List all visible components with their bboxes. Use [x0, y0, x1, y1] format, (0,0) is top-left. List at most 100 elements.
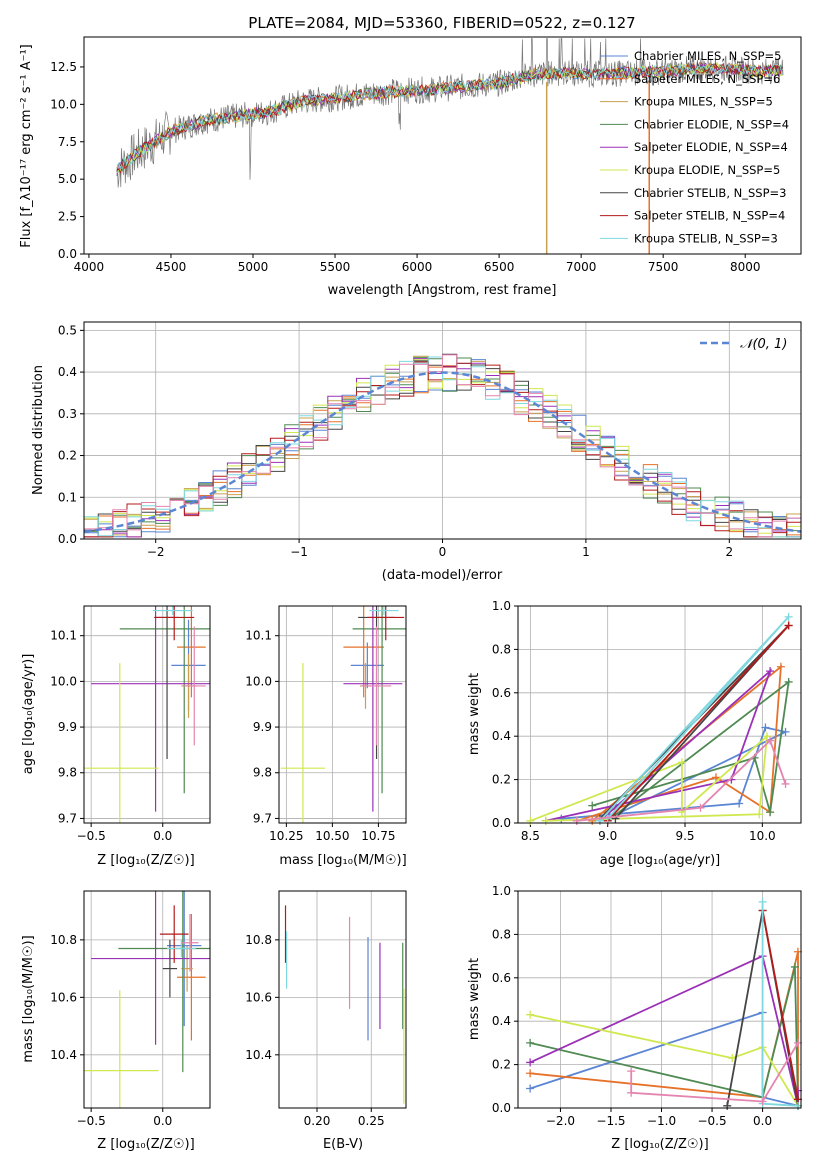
weight-marker	[755, 810, 764, 819]
x-tick-label: −0.5	[77, 829, 106, 843]
x-tick-label: 5000	[238, 260, 269, 274]
legend-label: Kroupa ELODIE, N_SSP=5	[634, 163, 780, 177]
spectrum-model-salpeter_miles	[116, 61, 783, 171]
x-tick-label: −2.0	[546, 1114, 575, 1128]
x-tick-label: −1	[290, 545, 308, 559]
x-tick-label: 7000	[566, 260, 597, 274]
x-tick-label: 6500	[484, 260, 515, 274]
y-tick-label: 9.7	[253, 811, 272, 825]
mass-vs-EBV-panel: 0.20 0.25 10.4 10.6 10.8	[245, 890, 407, 1128]
legend-label: Salpeter STELIB, N_SSP=4	[634, 209, 785, 223]
x-tick-label: 1	[582, 545, 590, 559]
x-tick-label: 8000	[730, 260, 761, 274]
weight-line-chabrier_elodie	[529, 966, 799, 1106]
mass-vs-Z-panel: −0.5 0.0 10.4 10.6 10.8	[50, 890, 211, 1128]
mass-Z-y-label: mass [log₁₀(M/M☉)]	[21, 935, 36, 1062]
normal-curve	[83, 371, 802, 533]
y-tick-label: 0.6	[492, 971, 511, 985]
y-tick-label: 10.6	[50, 990, 77, 1004]
age-Z-y-label: age [log₁₀(age/yr)]	[21, 654, 36, 775]
age-mass-x-label: mass [log₁₀(M/M☉)]	[279, 853, 406, 868]
age-vs-Z-panel: −0.5 0.0 9.7 9.8 9.9 10.0 10.1	[50, 605, 211, 843]
x-tick-label: −0.5	[697, 1114, 726, 1128]
y-tick-label: 0.4	[492, 729, 511, 743]
weight-line-pink	[630, 1042, 799, 1103]
weight-marker	[762, 732, 771, 741]
residuals-axes-frame	[83, 321, 802, 540]
x-tick-label: 6000	[402, 260, 433, 274]
weight-marker	[711, 773, 720, 782]
axes-frame	[278, 890, 407, 1109]
residuals-legend: 𝒩(0, 1)	[700, 337, 787, 352]
legend-label: Kroupa MILES, N_SSP=5	[634, 95, 773, 109]
x-tick-label: −1.0	[647, 1114, 676, 1128]
weight-vs-age-panel: 8.5 9.0 9.5 10.0 0.0 0.2 0.4 0.6 0.8 1.0	[492, 599, 802, 843]
weight-marker	[526, 1069, 535, 1078]
weight-vs-Z-panel: −2.0 −1.5 −1.0 −0.5 0.0 0.0 0.2 0.4 0.6 0.8 1.0	[492, 884, 802, 1128]
x-tick-label: 10.50	[315, 829, 349, 843]
axes-frame	[517, 890, 802, 1109]
weight-marker	[784, 677, 793, 686]
y-tick-label: 9.8	[58, 766, 77, 780]
residuals-panel: −2 −1 0 1 2 0.0 0.1 0.2 0.3 0.4 0.5 (data-model)/e…	[31, 321, 802, 583]
weight-marker	[526, 1058, 535, 1067]
weight-Z-x-label: Z [log₁₀(Z/Z☉)]	[611, 1137, 708, 1152]
residual-hist-kroupa_elodie	[84, 359, 801, 538]
x-tick-label: 5500	[320, 260, 351, 274]
x-tick-label: 4500	[156, 260, 187, 274]
x-tick-label: 2	[725, 545, 733, 559]
y-tick-label: 0.4	[58, 365, 77, 379]
weight-line-kroupa_elodie	[529, 1013, 799, 1107]
axes-frame	[278, 605, 407, 824]
y-tick-label: 0.6	[492, 686, 511, 700]
legend-label: Salpeter ELODIE, N_SSP=4	[634, 140, 788, 154]
weight-marker	[696, 803, 705, 812]
weight-line-salpeter_stelib	[761, 910, 799, 1100]
spectrum-model-kroupa_stelib	[116, 62, 783, 170]
y-tick-label: 9.8	[253, 766, 272, 780]
y-tick-label: 10.0	[50, 674, 77, 688]
y-tick-label: 0.0	[492, 816, 511, 830]
y-tick-label: 0.8	[492, 642, 511, 656]
weight-marker	[758, 1097, 767, 1106]
weight-marker	[526, 1038, 535, 1047]
axes-frame	[517, 605, 802, 824]
x-tick-label: 10.75	[361, 829, 395, 843]
weight-marker	[781, 727, 790, 736]
weight-line-pink	[576, 738, 787, 822]
legend-label: Chabrier MILES, N_SSP=5	[634, 49, 781, 63]
axes-frame	[83, 890, 211, 1109]
x-tick-label: 10.25	[269, 829, 303, 843]
y-tick-label: 10.1	[50, 629, 77, 643]
weight-marker	[784, 621, 793, 630]
y-tick-label: 0.2	[58, 449, 77, 463]
y-tick-label: 2.5	[58, 210, 77, 224]
legend-label: Salpeter MILES, N_SSP=6	[634, 72, 780, 86]
residuals-x-label: (data-model)/error	[382, 568, 503, 583]
y-tick-label: 0.2	[492, 773, 511, 787]
weight-marker	[766, 808, 775, 817]
legend-label: Kroupa STELIB, N_SSP=3	[634, 231, 778, 245]
weight-marker	[735, 799, 744, 808]
y-tick-label: 10.8	[50, 933, 77, 947]
mass-Z-x-label: Z [log₁₀(Z/Z☉)]	[97, 1137, 194, 1152]
spectrum-legend: Chabrier MILES, N_SSP=5 Salpeter MILES, N…	[600, 49, 789, 245]
x-tick-label: 0.0	[153, 1114, 172, 1128]
spectrum-x-label: wavelength [Angstrom, rest frame]	[328, 283, 557, 298]
y-tick-label: 12.5	[50, 60, 77, 74]
weight-line-salpeter_stelib	[607, 624, 790, 822]
x-tick-label: 9.5	[675, 829, 694, 843]
y-tick-label: 0.5	[58, 323, 77, 337]
x-tick-label: −0.5	[77, 1114, 106, 1128]
weight-marker	[627, 1088, 636, 1097]
x-tick-label: 7500	[648, 260, 679, 274]
y-tick-label: 1.0	[492, 599, 511, 613]
x-tick-label: 0.0	[153, 829, 172, 843]
residuals-y-label: Normed distribution	[31, 365, 46, 495]
weight-age-x-label: age [log₁₀(age/yr)]	[600, 853, 721, 868]
y-tick-label: 0.8	[492, 927, 511, 941]
weight-marker	[790, 962, 799, 971]
age-vs-mass-panel: 10.25 10.50 10.75 9.7 9.8 9.9 10.0 10.1	[245, 605, 407, 843]
spectrum-panel: PLATE=2084, MJD=53360, FIBERID=0522, z=0…	[19, 14, 802, 298]
age-Z-x-label: Z [log₁₀(Z/Z☉)]	[97, 853, 194, 868]
